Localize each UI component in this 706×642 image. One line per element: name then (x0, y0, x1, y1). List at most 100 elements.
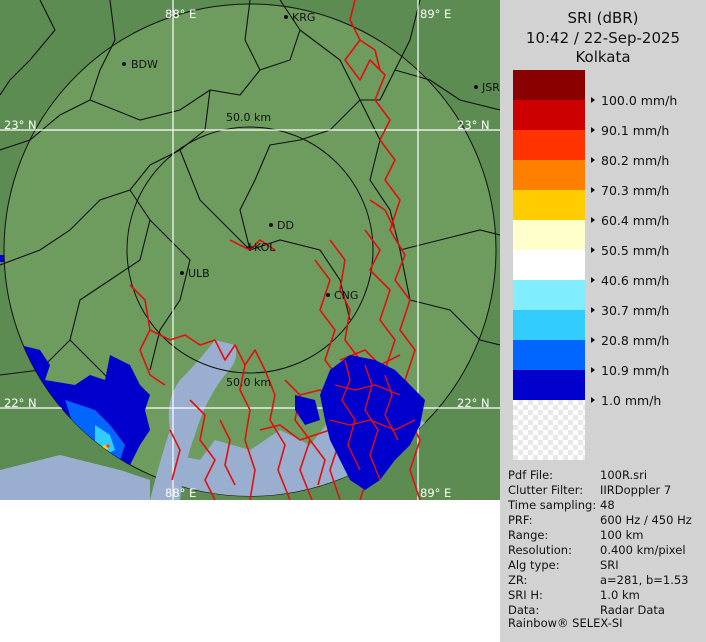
legend-value: 60.4 mm/h (601, 213, 670, 228)
info-row: SRI H: 1.0 km (508, 588, 640, 602)
info-row: Pdf File: 100R.sri (508, 468, 647, 482)
place-label-bdw: BDW (131, 58, 158, 71)
info-key: Data: (508, 603, 540, 617)
legend-swatch (513, 370, 585, 400)
legend-panel: SRI (dBR) 10:42 / 22-Sep-2025 Kolkata 10… (500, 0, 706, 642)
info-key: Clutter Filter: (508, 483, 584, 497)
legend-label: 70.3 mm/h (591, 184, 669, 198)
place-label-ulb: ULB (188, 267, 210, 280)
legend-label: 10.9 mm/h (591, 364, 669, 378)
legend-label: 80.2 mm/h (591, 154, 669, 168)
range-label-inner-top: 50.0 km (226, 111, 271, 124)
info-key: Resolution: (508, 543, 572, 557)
info-value: 48 (600, 498, 615, 512)
legend-swatch (513, 100, 585, 130)
legend-swatch (513, 250, 585, 280)
legend-value: 1.0 mm/h (601, 393, 662, 408)
legend-label: 20.8 mm/h (591, 334, 669, 348)
legend-value: 40.6 mm/h (601, 273, 670, 288)
info-value: 100R.sri (600, 468, 648, 482)
blank-area (0, 500, 500, 642)
legend-tick-icon (591, 157, 595, 163)
info-key: SRI H: (508, 588, 543, 602)
info-row: Range: 100 km (508, 528, 643, 542)
legend-tick-icon (591, 337, 595, 343)
legend-tick-icon (591, 187, 595, 193)
legend-tick-icon (591, 127, 595, 133)
info-row: PRF: 600 Hz / 450 Hz (508, 513, 692, 527)
info-value: 600 Hz / 450 Hz (600, 513, 692, 527)
place-label-dd: DD (277, 219, 294, 232)
legend-swatch (513, 160, 585, 190)
legend-value: 80.2 mm/h (601, 153, 670, 168)
legend-swatch (513, 280, 585, 310)
lon-label-88-bottom: 88° E (165, 486, 196, 500)
info-value: Radar Data (600, 603, 665, 617)
place-markers: KRG BDW JSR DD KOL ULB CNG (122, 11, 500, 302)
legend-label: 90.1 mm/h (591, 124, 669, 138)
legend-label: 1.0 mm/h (591, 394, 661, 408)
info-key: Pdf File: (508, 468, 554, 482)
legend-tick-icon (591, 397, 595, 403)
lon-label-89-bottom: 89° E (420, 486, 451, 500)
info-key: Alg type: (508, 558, 560, 572)
place-jsr: JSR (474, 81, 500, 94)
legend-value: 50.5 mm/h (601, 243, 670, 258)
place-ulb: ULB (180, 267, 210, 280)
legend-value: 100.0 mm/h (601, 93, 678, 108)
legend-swatch (513, 310, 585, 340)
rivers-over-echo (329, 359, 416, 481)
info-key: Range: (508, 528, 549, 542)
info-value: IIRDoppler 7 (600, 483, 672, 497)
legend-swatch (513, 70, 585, 100)
lat-label-22-right: 22° N (457, 396, 490, 410)
place-krg: KRG (284, 11, 315, 24)
legend-tick-icon (591, 97, 595, 103)
legend-tick-icon (591, 247, 595, 253)
info-row: Resolution: 0.400 km/pixel (508, 543, 686, 557)
legend-swatch (513, 220, 585, 250)
info-key: Time sampling: (508, 498, 597, 512)
radar-map: KRG BDW JSR DD KOL ULB CNG 50.0 km 50.0 … (0, 0, 500, 500)
legend-value: 20.8 mm/h (601, 333, 670, 348)
range-rings (126, 126, 374, 374)
info-value: 1.0 km (600, 588, 640, 602)
info-value: a=281, b=1.53 (600, 573, 689, 587)
info-row: Alg type: SRI (508, 558, 619, 572)
product-title: SRI (dBR) (567, 9, 639, 27)
info-row: ZR: a=281, b=1.53 (508, 573, 689, 587)
legend-label: 100.0 mm/h (591, 94, 677, 108)
place-dd: DD (269, 219, 294, 232)
info-key: PRF: (508, 513, 533, 527)
range-label-inner-bottom: 50.0 km (226, 376, 271, 389)
info-row: Data: Radar Data (508, 603, 665, 617)
info-row: Time sampling: 48 (508, 498, 615, 512)
lon-label-89-top: 89° E (420, 7, 451, 21)
software-credit: Rainbow® SELEX-SI (508, 616, 623, 630)
legend-tick-icon (591, 277, 595, 283)
sea-strip-left (0, 455, 150, 500)
site-name: Kolkata (575, 48, 631, 66)
legend-tick-icon (591, 307, 595, 313)
legend-value: 70.3 mm/h (601, 183, 670, 198)
lat-label-23-left: 23° N (4, 118, 37, 132)
lat-label-22-left: 22° N (4, 396, 37, 410)
legend-value: 10.9 mm/h (601, 363, 670, 378)
info-value: 100 km (600, 528, 644, 542)
info-value: 0.400 km/pixel (600, 543, 686, 557)
place-label-cng: CNG (334, 289, 358, 302)
hooghly-estuary (150, 340, 237, 500)
no-data-swatch (513, 400, 585, 460)
legend-tick-icon (591, 217, 595, 223)
lon-label-88-top: 88° E (165, 7, 196, 21)
legend-swatch (513, 340, 585, 370)
info-row: Clutter Filter: IIRDoppler 7 (508, 483, 671, 497)
legend-swatch (513, 190, 585, 220)
place-label-krg: KRG (292, 11, 315, 24)
place-bdw: BDW (122, 58, 158, 71)
place-kol: KOL (246, 241, 276, 254)
place-label-jsr: JSR (481, 81, 500, 94)
lat-label-23-right: 23° N (457, 118, 490, 132)
place-label-kol: KOL (254, 241, 276, 254)
legend-label: 50.5 mm/h (591, 244, 669, 258)
